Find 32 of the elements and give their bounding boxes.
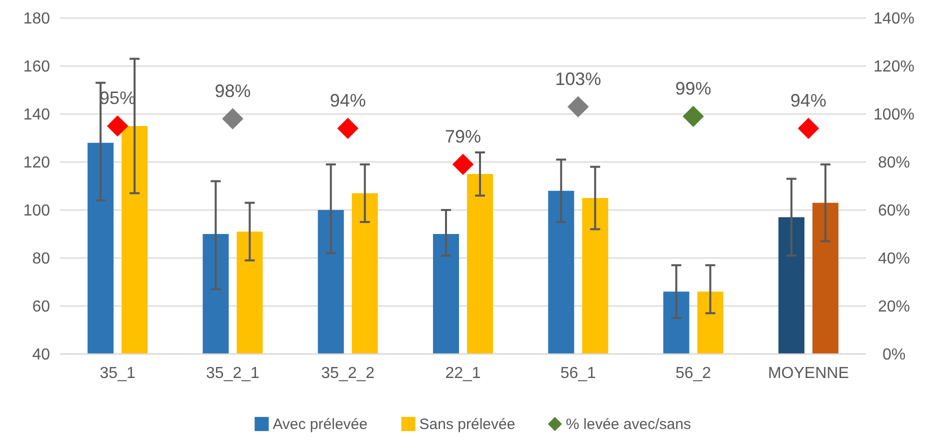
x-tick-label: 56_2 — [675, 365, 712, 382]
y-tick-label: 120 — [23, 154, 50, 172]
data-label: 103% — [555, 68, 602, 89]
y-tick-label: 140 — [23, 106, 50, 124]
y2-tick-label: 40% — [878, 250, 910, 268]
y-tick-label: 100 — [23, 202, 50, 220]
y2-tick-label: 120% — [874, 58, 914, 76]
x-tick-label: 35_2_1 — [206, 365, 260, 382]
y-tick-label: 40 — [32, 346, 50, 364]
x-tick-label: 35_2_2 — [321, 365, 375, 382]
y2-tick-label: 100% — [874, 106, 914, 124]
x-tick-label: 35_1 — [100, 365, 136, 382]
data-label: 94% — [330, 90, 366, 110]
data-label: 79% — [444, 126, 482, 146]
y2-tick-label: 60% — [878, 202, 910, 220]
legend-label: % levée avec/sans — [566, 416, 691, 433]
y2-tick-label: 80% — [878, 154, 910, 172]
data-label: 94% — [790, 90, 826, 110]
legend-label: Avec prélevée — [272, 416, 368, 433]
y-tick-label: 80 — [32, 250, 50, 268]
y2-tick-label: 140% — [874, 10, 914, 28]
y2-tick-label: 0% — [882, 346, 906, 364]
x-tick-label: 56_1 — [560, 365, 596, 382]
x-tick-label: MOYENNE — [768, 365, 849, 382]
y2-tick-label: 20% — [878, 298, 910, 316]
data-label: 99% — [675, 78, 712, 98]
x-tick-label: 22_1 — [445, 365, 481, 382]
y-tick-label: 160 — [23, 58, 50, 76]
data-label: 98% — [214, 80, 251, 101]
y-tick-label: 60 — [32, 298, 50, 316]
legend-label: Sans prélevée — [419, 416, 516, 433]
y-tick-label: 180 — [23, 10, 50, 28]
